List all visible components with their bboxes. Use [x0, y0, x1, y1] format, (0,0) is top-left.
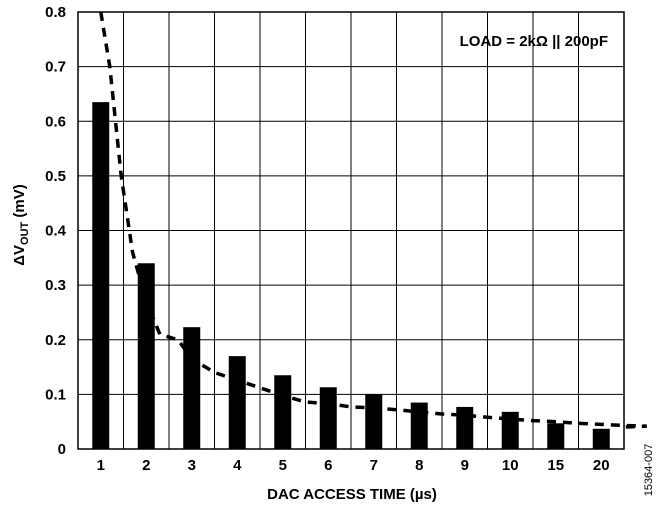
bar-2	[137, 263, 155, 449]
x-tick-label: 10	[502, 457, 519, 474]
figure-id: 15364-007	[643, 444, 655, 497]
y-axis-label: ΔVOUT (mV)	[11, 184, 31, 266]
grid-lines	[78, 11, 624, 450]
x-tick-label: 5	[279, 457, 287, 474]
bar-7	[365, 394, 383, 449]
x-tick-label: 8	[415, 457, 423, 474]
bar-10	[501, 411, 519, 449]
x-tick-labels: 1 2 3 4 5 6 7 8 9 10 15 20	[97, 457, 610, 474]
y-tick-label: 0.2	[45, 332, 66, 349]
x-tick-label: 6	[324, 457, 332, 474]
x-tick-label: 3	[188, 457, 196, 474]
y-tick-labels: 0 0.1 0.2 0.3 0.4 0.5 0.6 0.7 0.8	[45, 4, 67, 458]
bar-4	[228, 356, 246, 449]
y-tick-label: 0.5	[45, 168, 66, 185]
y-tick-label: 0.3	[45, 277, 66, 294]
trend-line-group	[99, 11, 647, 429]
x-tick-label: 20	[593, 457, 610, 474]
bar-20	[592, 428, 610, 449]
x-tick-label: 15	[547, 457, 564, 474]
y-tick-label: 0.7	[45, 59, 66, 76]
y-tick-label: 0	[58, 441, 66, 458]
bar-5	[274, 375, 292, 449]
x-tick-label: 1	[97, 457, 105, 474]
trend-line	[99, 11, 647, 429]
bar-9	[456, 406, 474, 449]
bar-6	[319, 387, 337, 449]
x-tick-label: 2	[142, 457, 150, 474]
y-tick-label: 0.8	[45, 4, 66, 21]
x-axis-label: DAC ACCESS TIME (µs)	[267, 486, 437, 503]
x-tick-label: 4	[233, 457, 242, 474]
bar-1	[92, 102, 110, 449]
load-annotation: LOAD = 2kΩ || 200pF	[460, 33, 608, 50]
y-tick-label: 0.6	[45, 113, 66, 130]
bar-15	[547, 423, 565, 449]
plot-frame	[77, 11, 625, 450]
bar-3	[183, 327, 201, 449]
bar-8	[410, 402, 428, 449]
y-tick-label: 0.4	[45, 223, 67, 240]
y-tick-label: 0.1	[45, 386, 66, 403]
x-tick-label: 7	[370, 457, 378, 474]
x-tick-label: 9	[461, 457, 469, 474]
